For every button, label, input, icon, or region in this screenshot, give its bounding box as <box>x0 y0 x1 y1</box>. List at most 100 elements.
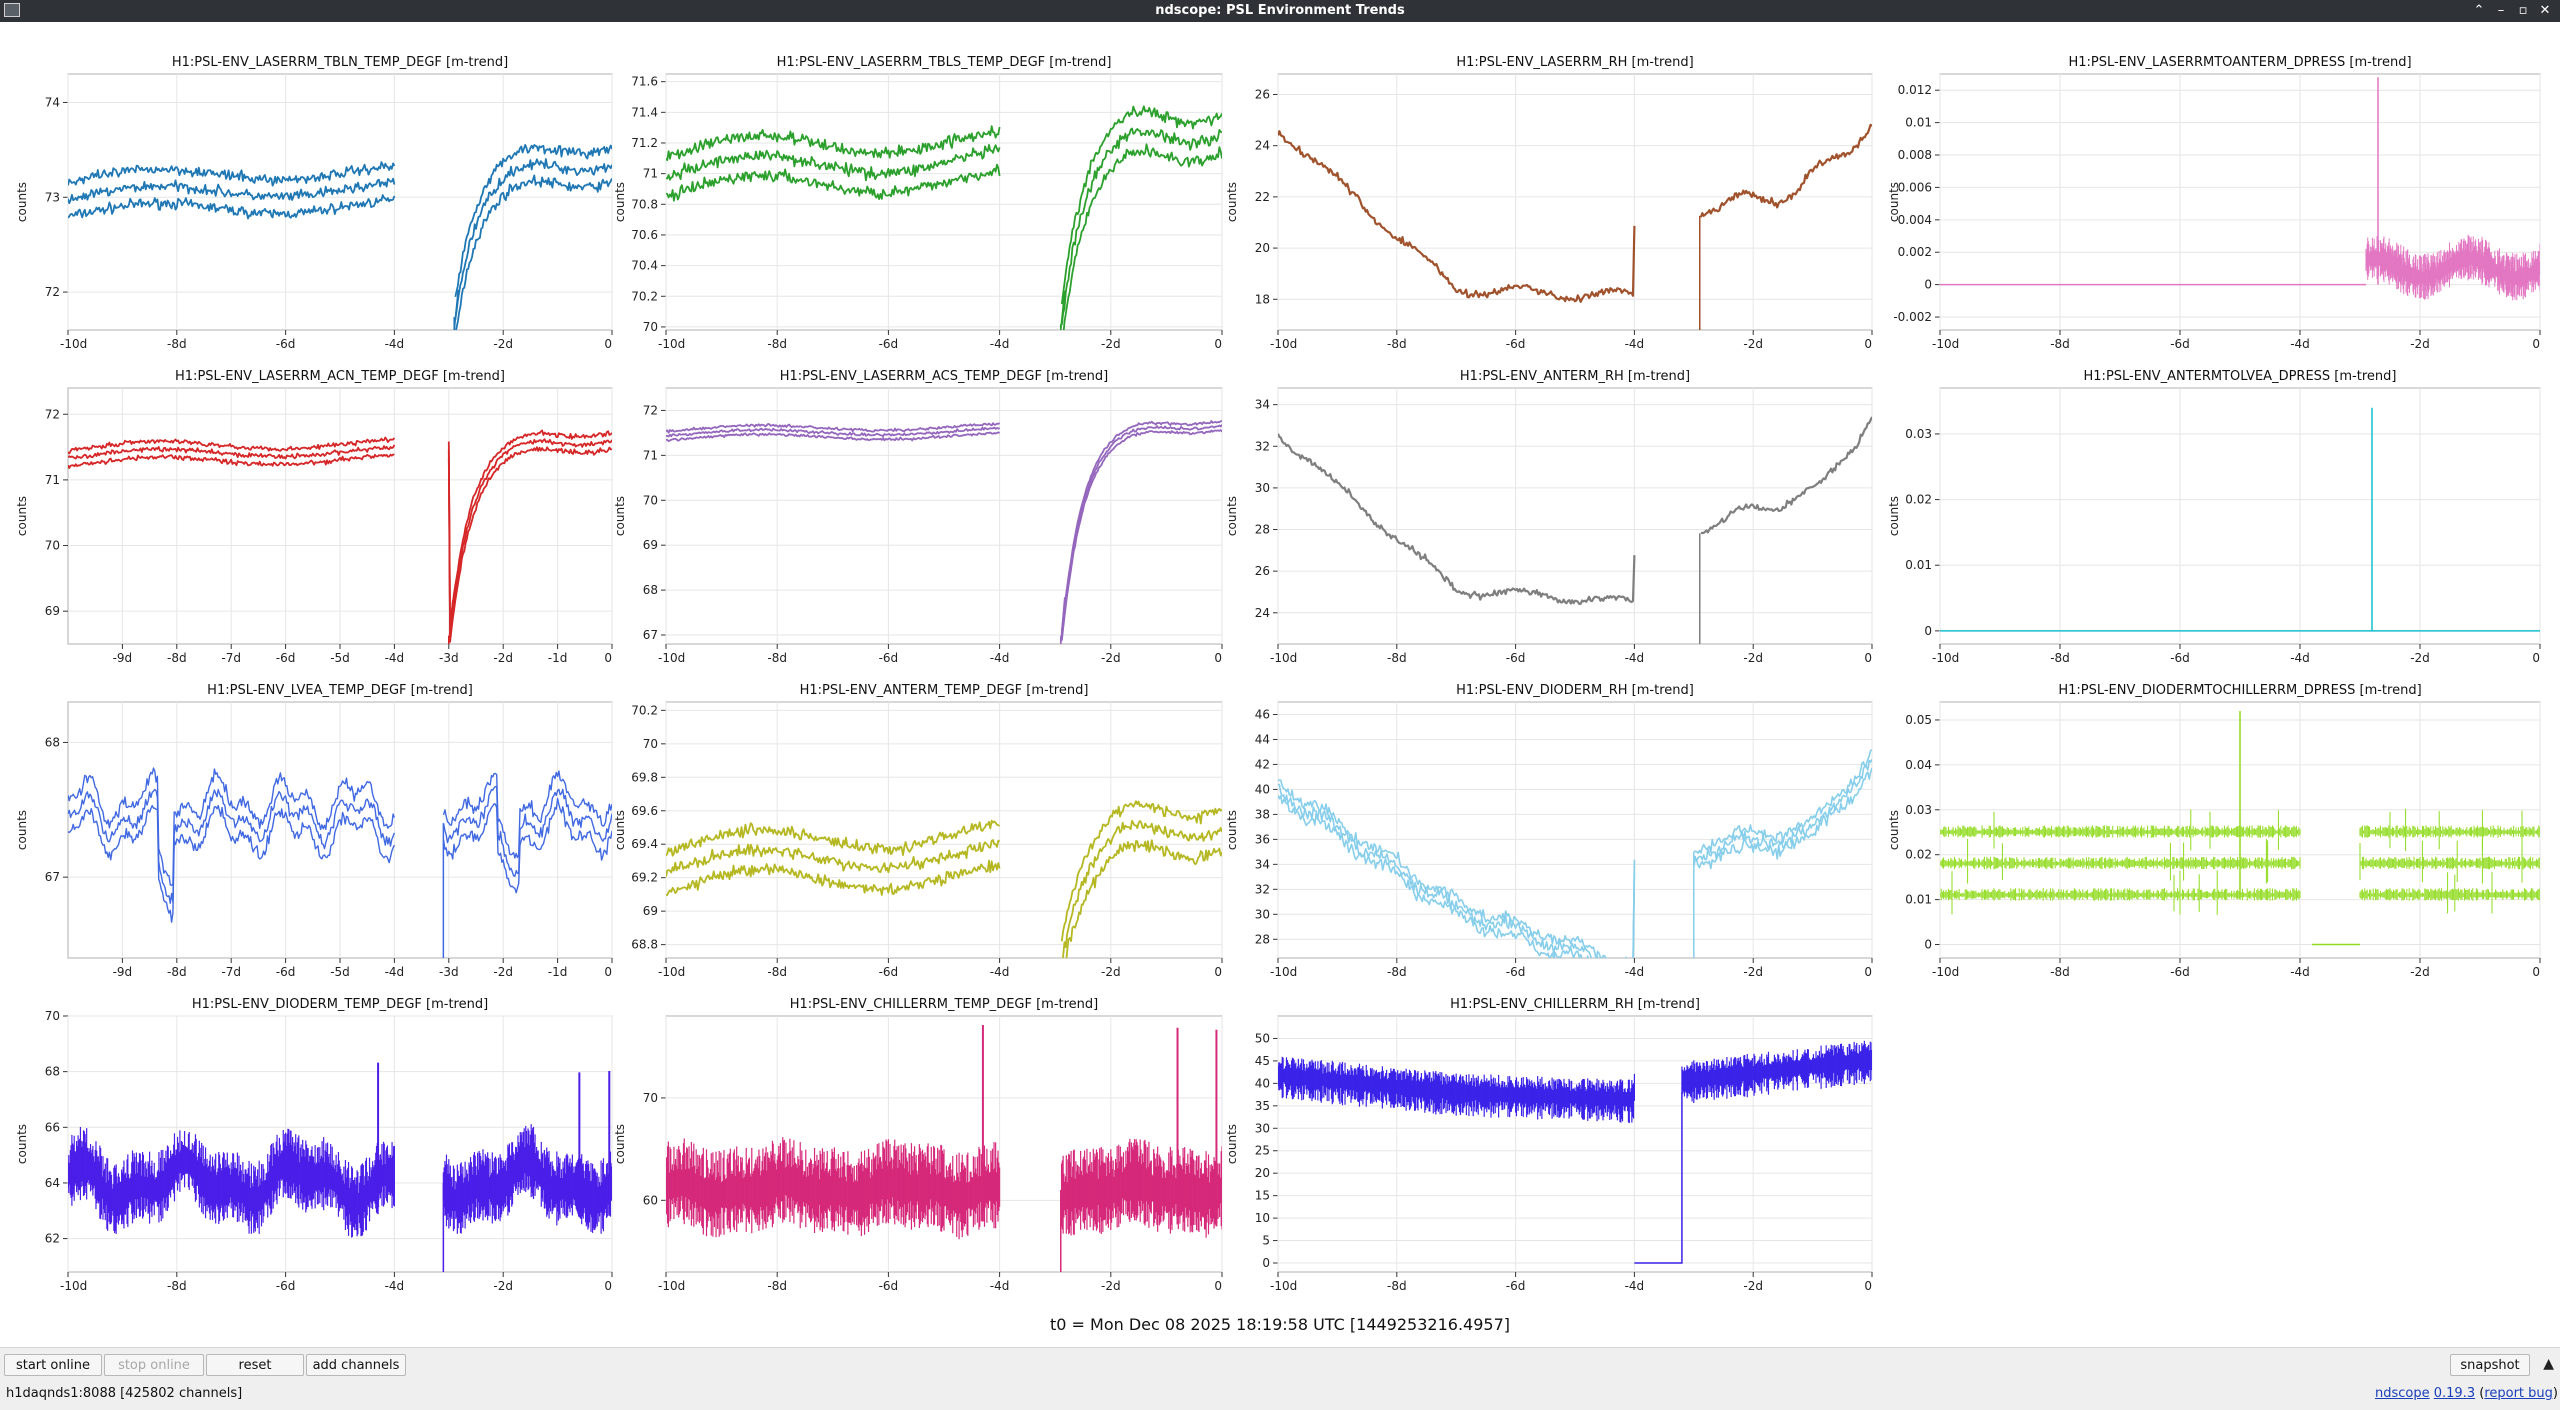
y-tick-label: 71 <box>45 473 60 487</box>
y-tick-label: 71.6 <box>631 75 658 89</box>
snapshot-button[interactable]: snapshot <box>2450 1354 2530 1376</box>
y-tick-label: 24 <box>1255 139 1270 153</box>
x-tick-label: 0 <box>1864 651 1872 665</box>
ndscope-link[interactable]: ndscope <box>2374 1386 2430 1401</box>
y-tick-label: 73 <box>45 190 60 204</box>
y-axis-label: counts <box>1225 810 1239 850</box>
x-tick-label: -4d <box>385 1279 405 1293</box>
maximize-icon[interactable]: ▫ <box>2518 3 2528 18</box>
version-link[interactable]: 0.19.3 <box>2433 1386 2476 1401</box>
x-tick-label: -6d <box>276 1279 296 1293</box>
x-tick-label: -10d <box>658 1279 685 1293</box>
y-tick-label: 71 <box>643 167 658 181</box>
x-tick-label: -10d <box>1270 651 1297 665</box>
x-tick-label: -1d <box>548 651 568 665</box>
plot-panel[interactable]: H1:PSL-ENV_LASERRM_TBLS_TEMP_DEGF [m-tre… <box>613 55 1223 351</box>
plot-area[interactable] <box>665 701 1223 959</box>
trace-line <box>448 600 454 644</box>
data-trace <box>1278 123 1872 330</box>
add-channels-button[interactable]: add channels <box>306 1354 406 1376</box>
x-tick-label: 0 <box>1214 965 1222 979</box>
trace-line <box>68 785 612 904</box>
plot-panel[interactable]: H1:PSL-ENV_ANTERM_RH [m-trend] 24 26 28 30 32… <box>1225 369 1873 665</box>
x-tick-label: -4d <box>1625 337 1645 351</box>
y-tick-label: 0.002 <box>1898 245 1932 259</box>
x-tick-label: -4d <box>2290 337 2310 351</box>
y-tick-label: 0.004 <box>1898 213 1932 227</box>
x-tick-label: -8d <box>767 965 787 979</box>
x-tick-label: -6d <box>276 337 296 351</box>
x-tick-label: -4d <box>2290 965 2310 979</box>
plot-panel[interactable]: H1:PSL-ENV_ANTERM_TEMP_DEGF [m-trend] 68.… <box>613 683 1223 979</box>
plot-area[interactable] <box>1277 1015 1873 1273</box>
plot-panel[interactable]: H1:PSL-ENV_DIODERM_RH [m-trend] 28 30 32 34 3… <box>1225 683 1873 983</box>
x-tick-label: -6d <box>879 337 899 351</box>
plot-title: H1:PSL-ENV_CHILLERRM_TEMP_DEGF [m-trend] <box>790 997 1098 1012</box>
x-tick-label: -3d <box>439 965 459 979</box>
trace-line <box>68 438 612 636</box>
plot-panel[interactable]: H1:PSL-ENV_DIODERM_TEMP_DEGF [m-trend] 62… <box>15 997 613 1293</box>
minimize-icon[interactable]: – <box>2497 3 2505 18</box>
x-tick-label: -6d <box>1506 1279 1526 1293</box>
x-tick-label: -4d <box>385 651 405 665</box>
plot-panel[interactable]: H1:PSL-ENV_LASERRM_ACS_TEMP_DEGF [m-tren… <box>613 369 1223 665</box>
y-tick-label: 10 <box>1255 1211 1270 1225</box>
trace-line <box>1278 749 1872 958</box>
plot-area[interactable] <box>1939 387 2541 645</box>
y-axis-label: counts <box>15 182 29 222</box>
y-tick-label: 66 <box>45 1120 60 1134</box>
y-tick-label: 69.4 <box>631 837 658 851</box>
plot-panel[interactable]: H1:PSL-ENV_ANTERMTOLVEA_DPRESS [m-trend]… <box>1887 369 2541 665</box>
y-tick-label: 71.2 <box>631 136 658 150</box>
keep-above-icon[interactable]: ⌃ <box>2473 3 2485 18</box>
x-tick-label: 0 <box>1864 1279 1872 1293</box>
trace-line <box>68 174 612 330</box>
plot-panel[interactable]: H1:PSL-ENV_CHILLERRM_TEMP_DEGF [m-trend]… <box>613 997 1223 1293</box>
plot-panel[interactable]: H1:PSL-ENV_LASERRMTOANTERM_DPRESS [m-tre… <box>1887 55 2541 351</box>
plot-panel[interactable]: H1:PSL-ENV_LASERRM_TBLN_TEMP_DEGF [m-tre… <box>15 55 613 351</box>
x-tick-label: -9d <box>113 651 133 665</box>
trace-line <box>1059 290 1066 330</box>
x-tick-label: -4d <box>2290 651 2310 665</box>
bottom-toolbar: start online stop online reset add chann… <box>0 1347 2560 1410</box>
plot-panel[interactable]: H1:PSL-ENV_LASERRM_RH [m-trend] 18 20 22 24 2… <box>1225 55 1873 351</box>
plot-area[interactable] <box>1939 73 2541 331</box>
y-axis-label: counts <box>1887 810 1901 850</box>
plot-area[interactable] <box>665 1015 1223 1273</box>
x-tick-label: -10d <box>60 337 87 351</box>
y-tick-label: 70 <box>45 539 60 553</box>
data-trace <box>1278 749 1872 958</box>
plot-panel[interactable]: H1:PSL-ENV_CHILLERRM_RH [m-trend] 0 5 10 15 2… <box>1225 997 1873 1293</box>
plot-panel[interactable]: H1:PSL-ENV_LVEA_TEMP_DEGF [m-trend] 67 68 -… <box>15 683 613 979</box>
plot-area[interactable] <box>67 73 613 331</box>
plot-grid[interactable]: H1:PSL-ENV_LASERRM_TBLN_TEMP_DEGF [m-tre… <box>0 22 2560 1312</box>
y-tick-label: 71.4 <box>631 105 658 119</box>
x-tick-label: -4d <box>990 337 1010 351</box>
y-tick-label: 72 <box>643 403 658 417</box>
y-tick-label: 72 <box>45 285 60 299</box>
y-tick-label: 38 <box>1255 807 1270 821</box>
trace-line <box>1278 123 1872 303</box>
y-tick-label: 0.04 <box>1905 758 1932 772</box>
close-icon[interactable]: ✕ <box>2539 3 2551 18</box>
x-tick-label: -1d <box>548 965 568 979</box>
trace-line <box>666 429 1222 641</box>
collapse-up-icon[interactable]: ▲ <box>2543 1356 2554 1372</box>
y-tick-label: 24 <box>1255 606 1270 620</box>
y-tick-label: 0 <box>1262 1256 1270 1270</box>
y-tick-label: 18 <box>1255 292 1270 306</box>
plot-area[interactable] <box>1277 701 1873 959</box>
plot-panel[interactable]: H1:PSL-ENV_DIODERMTOCHILLERRM_DPRESS [m-… <box>1887 683 2541 979</box>
y-tick-label: 69.6 <box>631 804 658 818</box>
y-tick-label: 62 <box>45 1232 60 1246</box>
x-tick-label: -8d <box>767 1279 787 1293</box>
x-tick-label: -3d <box>439 651 459 665</box>
x-tick-label: 0 <box>2532 965 2540 979</box>
plot-panel[interactable]: H1:PSL-ENV_LASERRM_ACN_TEMP_DEGF [m-tren… <box>15 369 613 665</box>
x-tick-label: -4d <box>385 965 405 979</box>
x-tick-label: -6d <box>1506 337 1526 351</box>
start-online-button[interactable]: start online <box>4 1354 102 1376</box>
reset-button[interactable]: reset <box>206 1354 304 1376</box>
report-bug-link[interactable]: report bug <box>2484 1386 2553 1401</box>
data-trace <box>1278 416 1872 644</box>
